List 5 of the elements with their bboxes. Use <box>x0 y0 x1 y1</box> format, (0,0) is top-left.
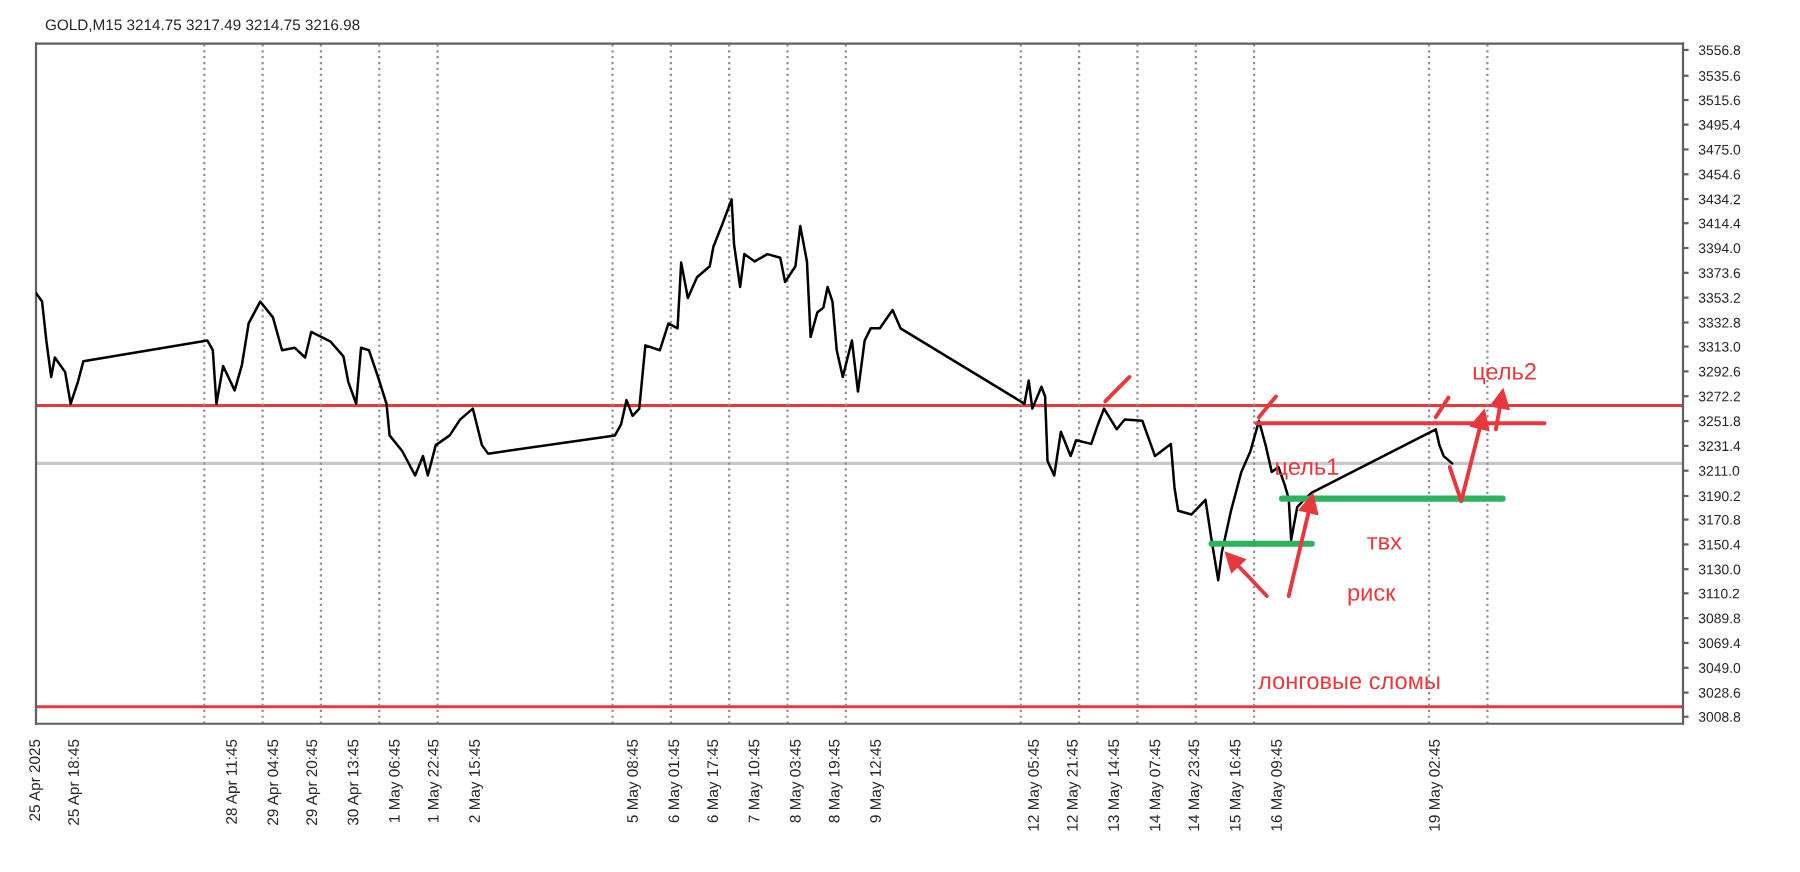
annotation: цель1 <box>1276 458 1339 480</box>
annotation: лонговые сломы <box>1258 676 1440 690</box>
annotation: твх <box>1367 537 1402 550</box>
annotation: риск <box>1348 587 1396 606</box>
annotation: цель2 <box>1473 363 1536 385</box>
